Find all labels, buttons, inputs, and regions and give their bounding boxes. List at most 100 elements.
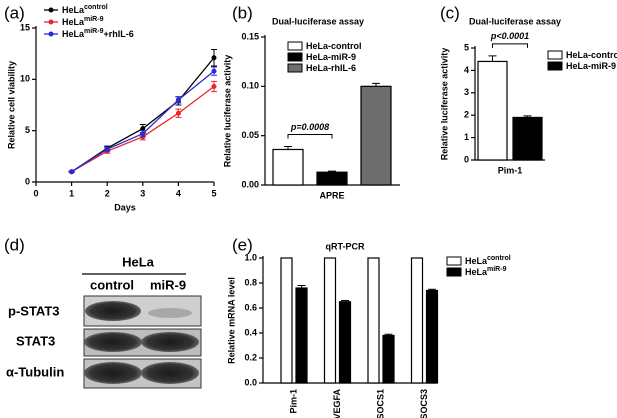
bar [367,257,380,384]
marker [140,131,146,137]
row-label: STAT3 [16,333,55,348]
legend-marker [48,31,54,37]
y-tick-label: 0.4 [244,327,257,337]
y-tick-label: 0.05 [241,130,259,140]
y-tick-label: 0.8 [244,277,257,287]
x-tick-label: SOCS3 [419,389,429,418]
y-axis-title: Relative luciferase activity [439,48,449,161]
y-tick-label: 0.15 [241,31,259,41]
marker [140,126,146,132]
x-axis-title: Days [114,202,136,212]
x-tick-label: VEGFA [332,389,342,418]
legend-label: HeLamiR-9 [62,16,104,28]
blot-band [148,308,192,318]
y-tick-label: 15 [20,22,30,32]
x-tick-label: 0 [33,188,38,198]
marker [175,110,181,116]
legend-name: HeLa-miR-9 [306,52,356,62]
y-tick-label: 3 [464,87,469,97]
line [71,70,215,173]
legend-label: HeLamiR-9+rhIL-6 [62,28,134,40]
y-tick-label: 1 [464,132,469,142]
error-bar [488,55,497,62]
legend-name: HeLa [62,29,85,39]
legend-label: HeLa-control [306,41,362,51]
legend-name: HeLa [465,256,488,266]
chart-title: Dual-luciferase assay [272,16,364,26]
legend-name: HeLa-rhIL-6 [306,63,356,73]
x-tick-label: 1 [69,188,74,198]
legend-label: HeLacontrol [62,4,108,16]
legend-sup: control [487,255,511,262]
bar [382,334,395,384]
bar [316,171,348,186]
x-tick-label: Pim-1 [498,165,523,175]
x-tick-label: APRE [319,190,344,200]
legend-swatch [446,256,462,266]
y-tick-label: 1.0 [244,252,257,262]
legend-suffix: +rhIL-6 [103,29,133,39]
marker [104,146,110,152]
blot-band [141,332,199,352]
marker [175,97,181,103]
chart-title: qRT-PCR [326,241,365,251]
bar [272,148,304,186]
legend-swatch [287,52,303,62]
x-tick-label: Pim-1 [288,389,298,414]
legend-sup: miR-9 [84,28,104,35]
legend-sup: control [84,4,108,11]
legend-label: HeLa-miR-9 [566,61,616,71]
x-tick-label: SOCS1 [375,389,385,418]
marker [211,55,217,61]
bar [512,116,543,161]
legend-marker [48,19,54,25]
y-tick-label: 5 [464,42,469,52]
y-tick-label: 10 [20,74,30,84]
y-tick-label: 0 [25,176,30,186]
bar [360,85,392,186]
x-tick-label: 4 [176,188,181,198]
x-tick-label: 5 [211,188,216,198]
bar [323,257,337,384]
panel-label: (c) [440,3,460,22]
line [71,57,215,173]
blot-band [85,301,141,321]
blot-band [141,362,199,384]
bar [280,257,293,384]
y-tick-label: 2 [464,110,469,120]
panel-label: (b) [232,3,253,22]
y-tick-label: 0 [464,154,469,164]
x-tick-label: 3 [140,188,145,198]
legend-sup: miR-9 [487,266,507,273]
bar [338,301,352,384]
panel-label: (d) [4,235,25,254]
panel-label: (e) [232,235,253,254]
y-tick-label: 0.2 [244,352,257,362]
y-tick-label: 0.6 [244,302,257,312]
legend-label: HeLa-rhIL-6 [306,63,356,73]
legend-label: HeLacontrol [465,255,511,267]
legend-swatch [547,50,563,60]
cell-line: HeLa [122,254,155,269]
bar [295,287,308,384]
y-axis-title: Relative cell viability [6,61,16,149]
p-value: p=0.0008 [290,122,329,132]
legend-swatch [287,41,303,51]
legend-swatch [287,63,303,73]
blot-band [84,332,142,352]
y-tick-label: 0.00 [241,179,259,189]
legend-swatch [547,61,563,71]
x-tick-label: 2 [105,188,110,198]
marker [69,169,75,175]
y-tick-label: 5 [25,125,30,135]
bar [477,60,508,161]
legend-name: HeLa [465,267,488,277]
y-tick-label: 0.10 [241,81,259,91]
row-label: p-STAT3 [8,303,60,318]
row-label: α-Tubulin [6,364,64,379]
lane-label: miR-9 [150,277,186,292]
legend-name: HeLa [62,5,85,15]
bar [425,289,439,384]
y-axis-title: Relative luciferase activity [222,55,232,168]
